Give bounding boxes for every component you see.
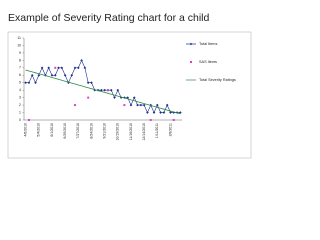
point	[80, 59, 83, 62]
point	[116, 88, 120, 92]
y-tick-label: 3	[19, 96, 21, 100]
point	[50, 73, 54, 77]
point	[74, 104, 77, 107]
y-tick-label: 1	[19, 110, 21, 114]
point	[156, 103, 159, 107]
series-line	[25, 69, 181, 115]
point	[159, 111, 162, 114]
y-tick-label: 6	[19, 73, 21, 77]
x-tick-label: 10/19/2010	[116, 123, 120, 141]
point	[27, 119, 30, 121]
point	[63, 73, 67, 77]
legend-marker	[190, 61, 192, 63]
point	[83, 66, 87, 70]
x-tick-label: 9/21/2010	[103, 123, 107, 139]
point	[162, 111, 166, 114]
point	[70, 73, 74, 77]
point	[142, 103, 146, 107]
point	[146, 111, 149, 114]
point	[123, 104, 126, 107]
point	[30, 73, 34, 77]
point	[73, 66, 77, 70]
point	[34, 81, 37, 85]
y-tick-label: 5	[19, 81, 21, 85]
point	[54, 66, 57, 69]
point	[129, 103, 133, 107]
x-tick-label: 7/27/2010	[76, 123, 80, 139]
chart-title: Example of Severity Rating chart for a c…	[8, 12, 210, 24]
point	[57, 66, 60, 70]
y-tick-label: 2	[19, 103, 21, 107]
x-tick-label: 11/16/2010	[129, 123, 133, 140]
y-tick-label: 8	[19, 58, 21, 62]
x-tick-label: 6/1/2010	[50, 123, 54, 137]
y-tick-label: 9	[19, 51, 21, 55]
point	[126, 96, 129, 99]
point	[109, 88, 113, 92]
y-tick-label: 0	[19, 118, 21, 122]
point	[165, 103, 169, 107]
point	[37, 73, 41, 77]
legend-label: Total Severity Ratings	[199, 78, 236, 82]
point	[24, 81, 27, 85]
series-line	[25, 59, 181, 114]
slide: Example of Severity Rating chart for a c…	[7, 12, 252, 159]
point	[106, 89, 109, 92]
x-tick-label: 1/11/2011	[155, 123, 159, 138]
x-tick-label: 4/6/2010	[24, 123, 28, 137]
y-tick-label: 7	[19, 66, 21, 70]
point	[103, 88, 106, 92]
point	[27, 81, 31, 85]
legend-marker	[189, 42, 193, 46]
legend-label: Total Items	[199, 42, 217, 46]
x-tick-label: 8/24/2010	[89, 123, 93, 139]
point	[139, 103, 143, 107]
x-tick-label: 2/8/2011	[168, 123, 172, 136]
point	[90, 81, 93, 85]
y-tick-label: 10	[17, 43, 21, 47]
point	[40, 66, 44, 70]
point	[86, 81, 90, 85]
point	[53, 73, 57, 77]
point	[136, 103, 139, 107]
legend-label: SAS Items	[199, 60, 217, 64]
point	[87, 96, 90, 99]
y-tick-label: 4	[19, 88, 21, 92]
point	[60, 66, 64, 70]
point	[179, 111, 182, 114]
x-tick-label: 12/14/2010	[142, 123, 146, 141]
point	[77, 66, 80, 70]
point	[149, 119, 152, 121]
point	[113, 96, 116, 99]
x-tick-label: 5/4/2010	[37, 123, 41, 137]
y-tick-label: 11	[17, 36, 21, 40]
x-tick-label: 6/29/2010	[63, 123, 67, 139]
chart-frame	[7, 31, 252, 159]
point	[132, 96, 136, 99]
point	[47, 66, 50, 70]
point	[100, 88, 103, 92]
point	[169, 111, 172, 114]
point	[152, 111, 156, 114]
point	[172, 119, 175, 121]
